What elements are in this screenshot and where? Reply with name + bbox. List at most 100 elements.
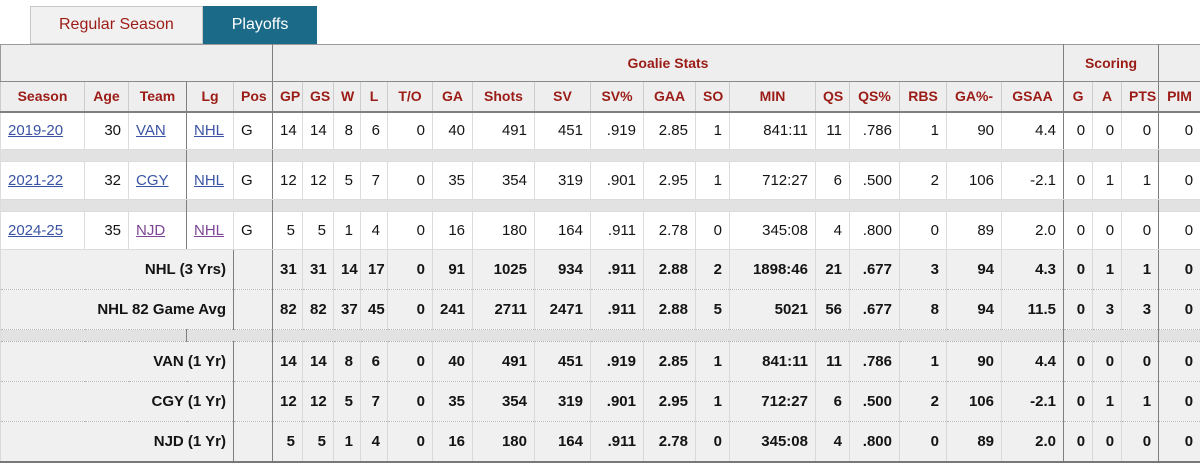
cell-gsaa: 4.4 <box>1000 341 1065 382</box>
col-header-qs[interactable]: QS <box>815 81 850 113</box>
col-header-sv-pct[interactable]: SV% <box>590 81 644 113</box>
cell-sv-pct: .919 <box>590 341 644 382</box>
col-header-pts[interactable]: PTS <box>1121 81 1160 113</box>
cell-shots: 1025 <box>472 249 535 290</box>
col-header-gaa[interactable]: GAA <box>643 81 696 113</box>
col-header-l[interactable]: L <box>360 81 388 113</box>
col-header-g[interactable]: G <box>1063 81 1094 113</box>
cell-team: NJD <box>128 211 187 250</box>
col-header-season[interactable]: Season <box>0 81 85 113</box>
cell-so: 1 <box>695 381 730 422</box>
col-header-t-o[interactable]: T/O <box>387 81 433 113</box>
col-header-team[interactable]: Team <box>128 81 187 113</box>
table-row: 2024-25 35 NJD NHL G 5 5 1 4 0 16 180 164.911 2.78 0 34… <box>0 211 1200 250</box>
col-header-pos[interactable]: Pos <box>233 81 273 113</box>
cell-t-o: 0 <box>387 211 433 250</box>
cell-a: 0 <box>1092 211 1123 250</box>
spacer-cell <box>186 329 273 342</box>
cell-so: 1 <box>695 341 730 382</box>
col-header-age[interactable]: Age <box>84 81 129 113</box>
season-link[interactable]: 2019-20 <box>8 122 64 140</box>
season-link[interactable]: 2021-22 <box>8 172 64 189</box>
cell-ga: 91 <box>432 249 473 290</box>
cell-gsaa: -2.1 <box>1000 381 1065 422</box>
col-header-gsaa[interactable]: GSAA <box>1000 81 1065 113</box>
col-header-ga[interactable]: GA <box>432 81 473 113</box>
cell-gs: 14 <box>302 111 334 150</box>
summary-label: NHL (3 Yrs) <box>0 249 234 290</box>
season-link[interactable]: 2024-25 <box>8 222 64 239</box>
cell-gaa: 2.95 <box>643 381 696 422</box>
cell-g: 0 <box>1063 211 1094 250</box>
spacer-cell <box>0 329 187 342</box>
cell-so: 0 <box>695 421 730 462</box>
cell-t-o: 0 <box>387 249 433 290</box>
cell-ga: 35 <box>432 381 473 422</box>
cell-gaa: 2.85 <box>643 111 696 150</box>
spacer-cell <box>271 199 1065 212</box>
col-header-ga-pct-minus[interactable]: GA%- <box>946 81 1002 113</box>
col-header-shots[interactable]: Shots <box>472 81 535 113</box>
cell-rbs: 1 <box>899 111 947 150</box>
cell-pts: 0 <box>1121 111 1160 150</box>
cell-qs-pct: .786 <box>849 111 900 150</box>
cell-gp: 12 <box>272 381 303 422</box>
table-row: 2019-20 30 VAN NHL G 14 14 8 6 0 40 491 451.919 2.85 1… <box>0 111 1200 150</box>
cell-qs: 6 <box>815 381 850 422</box>
cell-gp: 14 <box>272 111 303 150</box>
cell-shots: 2711 <box>472 289 535 330</box>
spacer-cell <box>186 149 273 162</box>
col-header-gp[interactable]: GP <box>272 81 303 113</box>
col-header-w[interactable]: W <box>333 81 361 113</box>
cell-gaa: 2.78 <box>643 421 696 462</box>
cell-t-o: 0 <box>387 111 433 150</box>
spacer-cell <box>186 199 273 212</box>
cell-rbs: 1 <box>899 341 947 382</box>
team-link[interactable]: VAN <box>136 122 166 140</box>
cell-t-o: 0 <box>387 341 433 382</box>
cell-pos-blank <box>233 381 273 422</box>
col-header-pim[interactable]: PIM <box>1158 81 1200 113</box>
group-header-scoring: Scoring <box>1063 44 1160 82</box>
league-link[interactable]: NHL <box>194 222 225 239</box>
col-header-so[interactable]: SO <box>695 81 730 113</box>
cell-qs-pct: .786 <box>849 341 900 382</box>
team-link[interactable]: NJD <box>136 222 166 239</box>
cell-pos-blank <box>233 289 273 330</box>
cell-min: 1898:46 <box>729 249 816 290</box>
cell-a: 3 <box>1092 289 1123 330</box>
cell-g: 0 <box>1063 161 1094 200</box>
cell-l: 7 <box>360 161 388 200</box>
cell-pim: 0 <box>1158 249 1200 290</box>
col-header-rbs[interactable]: RBS <box>899 81 947 113</box>
cell-g: 0 <box>1063 111 1094 150</box>
cell-a: 1 <box>1092 381 1123 422</box>
col-header-gs[interactable]: GS <box>302 81 334 113</box>
cell-so: 0 <box>695 211 730 250</box>
cell-league: NHL <box>186 111 234 150</box>
league-link[interactable]: NHL <box>194 122 225 140</box>
cell-qs-pct: .500 <box>849 161 900 200</box>
col-header-a[interactable]: A <box>1092 81 1123 113</box>
col-header-lg[interactable]: Lg <box>186 81 234 113</box>
summary-label: VAN (1 Yr) <box>0 341 234 382</box>
spacer-cell <box>1158 329 1200 342</box>
cell-l: 4 <box>360 211 388 250</box>
tab-regular-season[interactable]: Regular Season <box>30 6 203 44</box>
tab-playoffs[interactable]: Playoffs <box>202 6 318 44</box>
cell-g: 0 <box>1063 249 1094 290</box>
league-link[interactable]: NHL <box>194 172 225 189</box>
cell-ga-pct-minus: 89 <box>946 421 1002 462</box>
cell-qs: 6 <box>815 161 850 200</box>
cell-age: 35 <box>84 211 129 250</box>
col-header-min[interactable]: MIN <box>729 81 816 113</box>
cell-gsaa: -2.1 <box>1000 161 1065 200</box>
cell-pts: 1 <box>1121 381 1160 422</box>
col-header-sv[interactable]: SV <box>534 81 591 113</box>
team-link[interactable]: CGY <box>136 172 169 189</box>
cell-ga-pct-minus: 94 <box>946 289 1002 330</box>
cell-pts: 1 <box>1121 249 1160 290</box>
col-header-qs-pct[interactable]: QS% <box>849 81 900 113</box>
cell-rbs: 8 <box>899 289 947 330</box>
cell-w: 5 <box>333 161 361 200</box>
